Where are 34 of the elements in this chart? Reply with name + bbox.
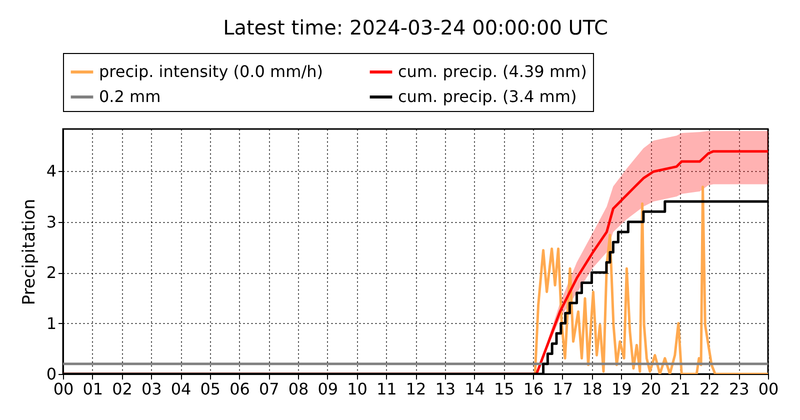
x-tick-label: 07 [258, 380, 280, 398]
x-tick-label: 13 [435, 380, 456, 398]
legend-label: cum. precip. (4.39 mm) [398, 62, 587, 81]
x-tick-label: 04 [170, 380, 192, 398]
y-tick-label: 2 [46, 263, 56, 282]
x-tick-label: 20 [640, 380, 662, 398]
x-tick-label: 18 [582, 380, 602, 398]
legend-label: precip. intensity (0.0 mm/h) [99, 62, 323, 81]
x-tick-label: 22 [700, 380, 720, 398]
x-tick-label: 21 [670, 380, 691, 398]
x-tick-label: 17 [552, 380, 574, 398]
x-tick-label: 23 [728, 380, 750, 398]
y-tick-label: 3 [46, 212, 56, 232]
x-tick-label: 12 [406, 380, 426, 398]
x-tick-label: 19 [611, 380, 632, 398]
legend-label: 0.2 mm [99, 87, 161, 106]
legend-label: cum. precip. (3.4 mm) [398, 87, 577, 106]
x-tick-label: 08 [288, 380, 309, 398]
y-tick-label: 4 [46, 162, 56, 181]
x-tick-label: 15 [494, 380, 514, 398]
chart-title: Latest time: 2024-03-24 00:00:00 UTC [223, 16, 608, 40]
x-tick-label: 11 [376, 380, 397, 398]
x-tick-label: 05 [200, 380, 221, 398]
x-tick-label: 00 [758, 380, 779, 398]
x-tick-label: 02 [112, 380, 132, 398]
x-tick-label: 03 [141, 380, 162, 398]
x-tick-label: 06 [230, 380, 250, 398]
y-axis-title: Precipitation [19, 198, 40, 306]
x-tick-label: 10 [347, 380, 368, 398]
x-tick-label: 16 [523, 380, 544, 398]
x-tick-label: 14 [464, 380, 485, 398]
x-tick-label: 01 [82, 380, 104, 398]
y-tick-label: 1 [46, 314, 56, 333]
x-tick-label: 09 [318, 380, 338, 398]
